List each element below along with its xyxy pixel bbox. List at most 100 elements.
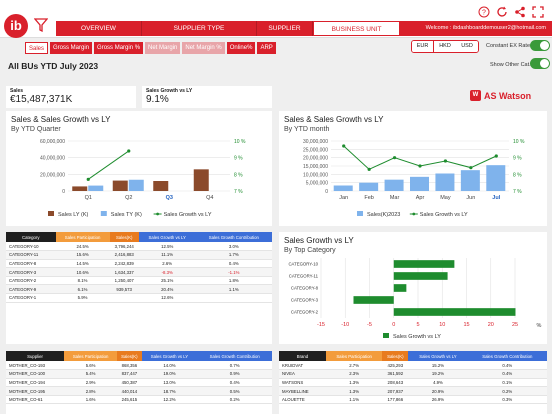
- table-cell: ALOUETTE: [279, 395, 326, 405]
- column-header[interactable]: Sales Growth vs LY: [408, 351, 468, 361]
- x-unit-label: %: [537, 323, 542, 329]
- column-header[interactable]: Sales Growth Contribution: [197, 351, 272, 361]
- brand-row[interactable]: KRUIDVAT 2.7% 425,293 15.2% 0.4%: [279, 361, 547, 371]
- table-cell: 0.5%: [197, 386, 272, 396]
- table-cell: 1,250,407: [109, 276, 139, 286]
- supplier-row[interactable]: MOTHER_CO-193 5.6% 868,356 14.0% 0.7%: [6, 361, 272, 371]
- table-cell: CATEGORY-1: [6, 293, 56, 303]
- column-header[interactable]: Sales Participation: [55, 232, 110, 242]
- table-cell: 1.7%: [195, 250, 272, 260]
- column-header[interactable]: Category: [6, 232, 56, 242]
- subtab-net-margin-pct[interactable]: Net Margin %: [182, 42, 225, 54]
- top-header: ib ? OVERVIEW SUPPLIER TYPE SUPPLIER BUS…: [0, 0, 552, 38]
- subtab-net-margin[interactable]: Net Margin: [145, 42, 181, 54]
- supplier-table-card: Supplier Sales Participation Sales(K) Sales…: [6, 351, 272, 414]
- toolbar-icons: ?: [478, 6, 544, 18]
- legend-dot-swatch: [156, 212, 160, 216]
- brand-row[interactable]: WATSONS 1.3% 208,643 4.9% 0.1%: [279, 378, 547, 388]
- table-cell: 1.1%: [325, 395, 383, 405]
- chart-month-subtitle: By YTD month: [284, 126, 330, 133]
- tab-business-unit[interactable]: BUSINESS UNIT: [313, 21, 400, 36]
- bar-sales-ty-k-: [128, 179, 144, 191]
- growth-point: [367, 167, 371, 171]
- x-tick-label: May: [440, 195, 451, 201]
- refresh-icon[interactable]: [496, 6, 508, 18]
- table-cell: 5.4%: [64, 369, 118, 379]
- column-header[interactable]: Sales Participation: [325, 351, 383, 361]
- table-cell: CATEGORY-3: [6, 267, 56, 277]
- subtab-gross-margin[interactable]: Gross Margin: [50, 42, 93, 54]
- subtab-sales[interactable]: Sales: [25, 42, 49, 54]
- table-cell: 19.0%: [141, 369, 198, 379]
- tab-supplier[interactable]: SUPPLIER: [257, 21, 313, 36]
- supplier-row[interactable]: MOTHER_CO-195 2.8% 440,014 18.7% 0.5%: [6, 386, 272, 396]
- share-icon[interactable]: [514, 6, 526, 18]
- help-icon[interactable]: ?: [478, 6, 490, 18]
- column-header[interactable]: Brand: [279, 351, 326, 361]
- column-header[interactable]: Sales Growth vs LY: [138, 232, 196, 242]
- column-header[interactable]: Sales Growth vs LY: [141, 351, 198, 361]
- category-row[interactable]: CATEGORY-10 24.5% 3,796,244 12.5% 3.0%: [6, 242, 272, 252]
- y-tick-label: 5,000,000: [306, 181, 328, 187]
- growth-point: [418, 164, 422, 168]
- tab-supplier-type[interactable]: SUPPLIER TYPE: [142, 21, 257, 36]
- growth-point: [342, 144, 346, 148]
- column-header[interactable]: Supplier: [6, 351, 65, 361]
- y-tick-label: 30,000,000: [303, 139, 328, 145]
- legend-swatch: [383, 333, 389, 338]
- table-cell: 2.8%: [64, 386, 118, 396]
- y-tick-label: 20,000,000: [303, 156, 328, 162]
- table-cell: 0.4%: [467, 369, 547, 379]
- y2-tick-label: 10 %: [234, 139, 246, 145]
- column-header[interactable]: Sales(K): [382, 351, 409, 361]
- subtab-online-pct[interactable]: Online%: [226, 42, 256, 54]
- table-cell: 2.6%: [138, 259, 196, 269]
- x-tick-label: -10: [341, 322, 349, 328]
- supplier-row[interactable]: MOTHER_CO-61 1.6% 245,615 12.2% 0.2%: [6, 395, 272, 405]
- tab-overview[interactable]: OVERVIEW: [56, 21, 142, 36]
- chart-category-card: Sales Growth vs LY By Top Category -15 -1…: [279, 232, 547, 344]
- category-row[interactable]: CATEGORY-1 5.9% 12.6%: [6, 293, 272, 303]
- brand-row[interactable]: ALOUETTE 1.1% 177,866 26.9% 0.3%: [279, 395, 547, 405]
- table-cell: 20.9%: [408, 386, 468, 396]
- filter-icon[interactable]: [34, 18, 48, 32]
- column-header[interactable]: Sales(K): [117, 351, 142, 361]
- column-header[interactable]: Sales(K): [109, 232, 139, 242]
- category-row[interactable]: CATEGORY-3 10.6% 1,634,337 -8.3% -1.1%: [6, 267, 272, 277]
- subtab-arp[interactable]: ARP: [257, 42, 276, 54]
- category-row[interactable]: CATEGORY-11 15.6% 2,416,883 11.1% 1.7%: [6, 250, 272, 260]
- table-cell: 25.1%: [138, 276, 196, 286]
- expand-icon[interactable]: [532, 6, 544, 18]
- table-cell: MOTHER_CO-100: [6, 369, 65, 379]
- brand-logo: W AS Watson: [470, 90, 531, 101]
- brand-row[interactable]: NIVEA 2.3% 361,592 19.2% 0.4%: [279, 369, 547, 379]
- table-cell: 450,387: [117, 378, 142, 388]
- brand-row[interactable]: MAYBELLINE 1.3% 207,937 20.9% 0.2%: [279, 386, 547, 396]
- constant-ex-rate-toggle[interactable]: [530, 40, 550, 51]
- category-growth-bar: [393, 272, 448, 280]
- column-header[interactable]: Sales Participation: [64, 351, 118, 361]
- supplier-row[interactable]: MOTHER_CO-100 5.4% 837,447 19.0% 0.9%: [6, 369, 272, 379]
- table-cell: 0.4%: [195, 259, 272, 269]
- subtab-gross-margin-pct[interactable]: Gross Margin %: [94, 42, 144, 54]
- table-cell: 939,573: [109, 284, 139, 295]
- x-tick-label: Q3: [166, 195, 173, 201]
- column-header[interactable]: Sales Growth Contribution: [195, 232, 272, 242]
- category-row[interactable]: CATEGORY-9 6.1% 939,573 20.4% 1.1%: [6, 284, 272, 295]
- show-other-cat-toggle[interactable]: [530, 58, 550, 69]
- table-cell: MOTHER_CO-194: [6, 378, 65, 388]
- supplier-row[interactable]: MOTHER_CO-194 2.9% 450,387 13.0% 0.4%: [6, 378, 272, 388]
- currency-hkd[interactable]: HKD: [434, 41, 456, 52]
- column-header[interactable]: Sales Growth Contribution: [467, 351, 547, 361]
- currency-usd[interactable]: USD: [456, 41, 478, 52]
- table-cell: MOTHER_CO-193: [6, 361, 65, 371]
- bar-sales-ly-k-: [193, 169, 209, 191]
- category-row[interactable]: CATEGORY-2 8.1% 1,250,407 25.1% 1.8%: [6, 276, 272, 286]
- currency-eur[interactable]: EUR: [412, 41, 434, 52]
- table-cell: 5.6%: [64, 361, 118, 371]
- category-row[interactable]: CATEGORY-8 14.5% 2,242,839 2.6% 0.4%: [6, 259, 272, 269]
- brand-mark-icon: W: [470, 90, 481, 101]
- table-cell: 15.6%: [55, 250, 110, 260]
- table-cell: 19.2%: [408, 369, 468, 379]
- table-cell: 3.0%: [195, 242, 272, 252]
